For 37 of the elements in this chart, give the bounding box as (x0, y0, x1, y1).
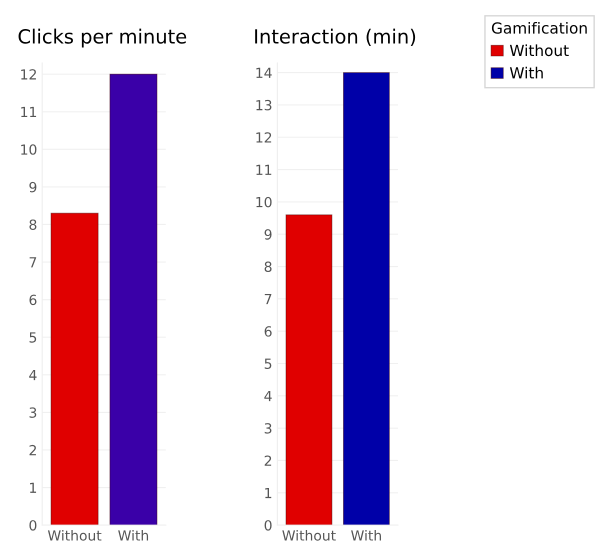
y-tick-label: 11 (256, 164, 272, 175)
chart-title: Interaction (min) (255, 28, 416, 46)
y-tick-label: 12 (21, 69, 36, 80)
y-tick-label: 3 (30, 407, 36, 418)
y-tick-label: 10 (21, 144, 36, 155)
x-tick-label: With (118, 530, 148, 541)
y-tick-label: 7 (30, 257, 36, 268)
y-tick-label: 9 (29, 182, 36, 192)
y-tick-label: 0 (264, 520, 272, 531)
y-tick-label: 2 (30, 444, 36, 456)
x-tick-label: With (351, 530, 381, 541)
y-tick-label: 7 (264, 294, 272, 304)
legend-label: Without (510, 44, 569, 56)
y-tick-label: 1 (30, 482, 36, 493)
y-tick-label: 1 (265, 488, 272, 498)
y-tick-label: 8 (264, 262, 272, 272)
y-tick-label: 12 (256, 132, 272, 143)
y-tick-label: 3 (264, 423, 272, 434)
y-tick-label: 5 (30, 332, 36, 343)
y-tick-label: 6 (264, 326, 272, 337)
legend-label: With (510, 66, 543, 78)
y-tick-label: 9 (264, 229, 272, 240)
y-tick-label: 11 (21, 106, 36, 118)
y-tick-label: 6 (29, 294, 36, 306)
legend-title: Gamification (492, 22, 587, 34)
y-tick-label: 13 (256, 100, 272, 110)
chart-title: Clicks per minute (18, 28, 186, 48)
y-tick-label: 0 (29, 520, 36, 531)
y-tick-label: 4 (264, 390, 272, 402)
y-tick-label: 8 (29, 219, 36, 230)
y-tick-label: 14 (256, 68, 272, 78)
x-tick-label: Without (282, 530, 336, 541)
y-tick-label: 5 (264, 358, 272, 369)
y-tick-label: 10 (256, 196, 272, 208)
y-tick-label: 2 (264, 455, 272, 466)
x-tick-label: Without (48, 530, 102, 541)
y-tick-label: 4 (29, 370, 37, 380)
